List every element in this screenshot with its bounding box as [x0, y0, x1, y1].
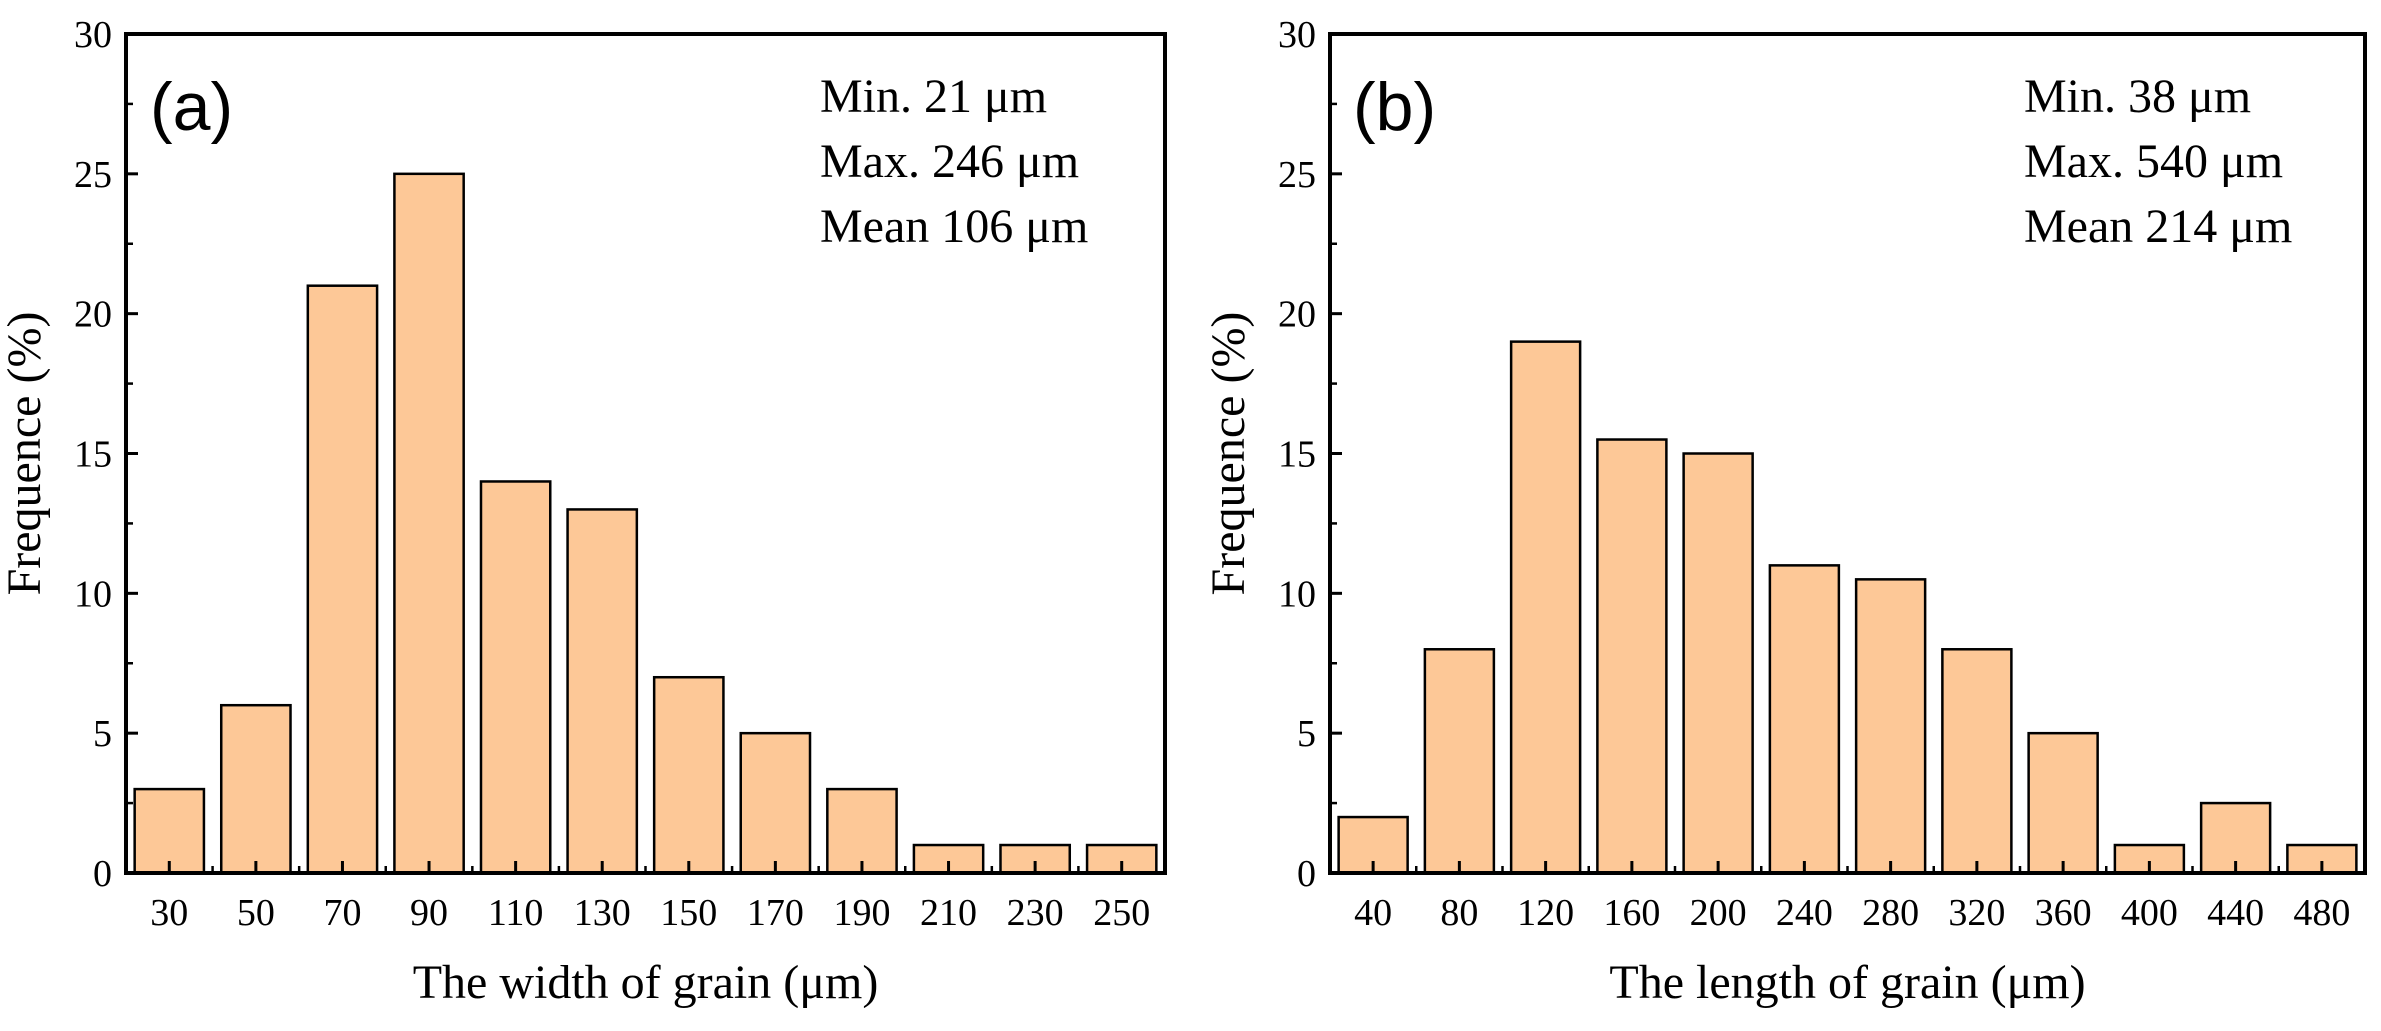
y-tick-label: 10	[1278, 573, 1316, 615]
y-tick-label: 30	[74, 14, 112, 56]
x-tick-label: 120	[1517, 892, 1574, 934]
bar-70	[306, 284, 379, 875]
x-tick-label: 250	[1093, 892, 1150, 934]
stats-annotation: Max. 540 μm	[2024, 135, 2283, 188]
x-tick-label: 240	[1776, 892, 1833, 934]
y-tick-label: 20	[74, 294, 112, 336]
chart-panel-a: 0 5 10 15 20 25 30 30 50 70 90 110 130 150 170 190 210 23…	[0, 14, 1167, 1009]
y-tick-label: 25	[1278, 154, 1316, 196]
chart-panel-b: 0 5 10 15 20 25 30 40 80 120 160 200 240 280 320 360 400…	[1202, 14, 2367, 1009]
stats-annotation: Mean 106 μm	[820, 200, 1088, 253]
bar-360	[2027, 731, 2099, 875]
bar-30	[133, 787, 206, 875]
x-tick-label: 210	[920, 892, 977, 934]
x-tick-label: 200	[1690, 892, 1747, 934]
x-tick-label: 190	[833, 892, 890, 934]
stats-annotation: Min. 38 μm	[2024, 70, 2251, 123]
x-tick-label: 50	[237, 892, 275, 934]
stats-annotation: Max. 246 μm	[820, 135, 1079, 188]
x-tick-label: 40	[1354, 892, 1392, 934]
x-axis-label: The length of grain (μm)	[1609, 956, 2085, 1009]
bar-120	[1509, 340, 1582, 875]
x-tick-label: 80	[1440, 892, 1478, 934]
panel-label: (b)	[1353, 69, 1436, 145]
x-tick-label: 440	[2207, 892, 2264, 934]
x-tick-label: 130	[574, 892, 631, 934]
x-tick-label: 480	[2293, 892, 2350, 934]
y-tick-label: 5	[1297, 713, 1316, 755]
y-tick-label: 0	[1297, 853, 1316, 895]
stats-annotation: Min. 21 μm	[820, 70, 1047, 123]
x-tick-label: 150	[660, 892, 717, 934]
bar-110	[479, 480, 552, 875]
stats-annotation: Mean 214 μm	[2024, 200, 2292, 253]
x-tick-label: 110	[488, 892, 544, 934]
y-tick-label: 5	[93, 713, 112, 755]
y-tick-label: 25	[74, 154, 112, 196]
bar-80	[1423, 648, 1496, 875]
bar-320	[1941, 648, 2013, 875]
bar-130	[566, 508, 639, 875]
x-tick-label: 170	[747, 892, 804, 934]
bar-200	[1682, 452, 1754, 875]
bar-160	[1596, 438, 1668, 875]
x-tick-label: 400	[2121, 892, 2178, 934]
x-tick-label: 230	[1007, 892, 1064, 934]
y-axis-label: Frequence (%)	[0, 312, 51, 596]
bar-190	[826, 787, 898, 875]
x-tick-label: 320	[1948, 892, 2005, 934]
bar-90	[393, 172, 465, 875]
x-tick-label: 90	[410, 892, 448, 934]
y-tick-label: 15	[74, 434, 112, 476]
x-axis-label: The width of grain (μm)	[413, 956, 879, 1009]
y-tick-label: 10	[74, 573, 112, 615]
y-tick-label: 30	[1278, 14, 1316, 56]
bar-150	[652, 675, 725, 875]
y-tick-label: 20	[1278, 294, 1316, 336]
y-axis-label: Frequence (%)	[1202, 312, 1255, 596]
x-tick-label: 160	[1603, 892, 1660, 934]
bar-280	[1854, 578, 1927, 875]
panel-label: (a)	[150, 69, 233, 145]
x-tick-label: 280	[1862, 892, 1919, 934]
bar-50	[219, 703, 292, 875]
bar-170	[739, 731, 812, 875]
y-tick-label: 15	[1278, 434, 1316, 476]
y-tick-label: 0	[93, 853, 112, 895]
x-tick-label: 30	[150, 892, 188, 934]
x-tick-label: 70	[323, 892, 361, 934]
x-tick-label: 360	[2035, 892, 2092, 934]
bar-240	[1768, 564, 1841, 875]
